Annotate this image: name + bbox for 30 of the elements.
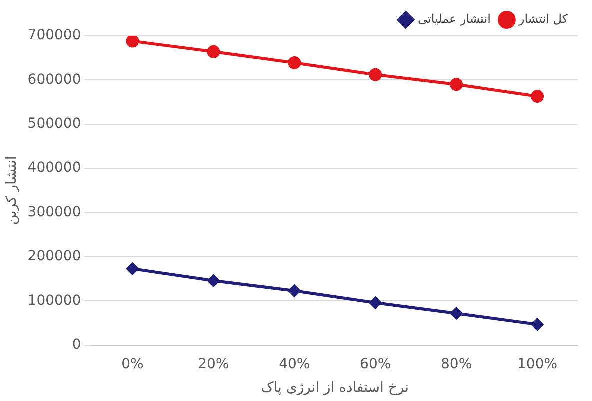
x-tick-label: 0%	[122, 356, 144, 372]
point	[126, 262, 140, 276]
legend-label: کل انتشار	[518, 12, 568, 26]
point	[207, 274, 220, 288]
y-tick-label: 300000	[28, 204, 82, 220]
y-axis-title: انتشار کربن	[4, 156, 20, 226]
x-tick-label: 20%	[198, 356, 230, 372]
point	[288, 284, 302, 298]
legend-label: انتشار عملیاتی	[418, 12, 491, 26]
y-tick-label: 500000	[28, 116, 82, 132]
point	[450, 307, 464, 320]
y-tick-label: 700000	[28, 28, 82, 44]
point	[369, 296, 382, 310]
y-tick-label: 100000	[28, 292, 82, 309]
point	[450, 78, 464, 92]
y-tick-label: 0	[72, 337, 82, 354]
x-tick-label: 100%	[518, 356, 558, 372]
point	[207, 45, 220, 58]
x-tick-label: 40%	[279, 356, 310, 372]
point	[126, 36, 140, 48]
y-tick-label: 400000	[28, 160, 82, 176]
point	[531, 90, 544, 104]
x-axis-title: نرخ استفاده از انرژی پاک	[261, 380, 410, 396]
x-tick-label: 80%	[441, 356, 472, 372]
point	[531, 318, 544, 332]
y-tick-label: 200000	[28, 248, 82, 265]
x-tick-label: 60%	[360, 356, 392, 372]
point	[288, 56, 302, 70]
y-tick-label: 600000	[28, 72, 82, 88]
point	[369, 68, 382, 82]
